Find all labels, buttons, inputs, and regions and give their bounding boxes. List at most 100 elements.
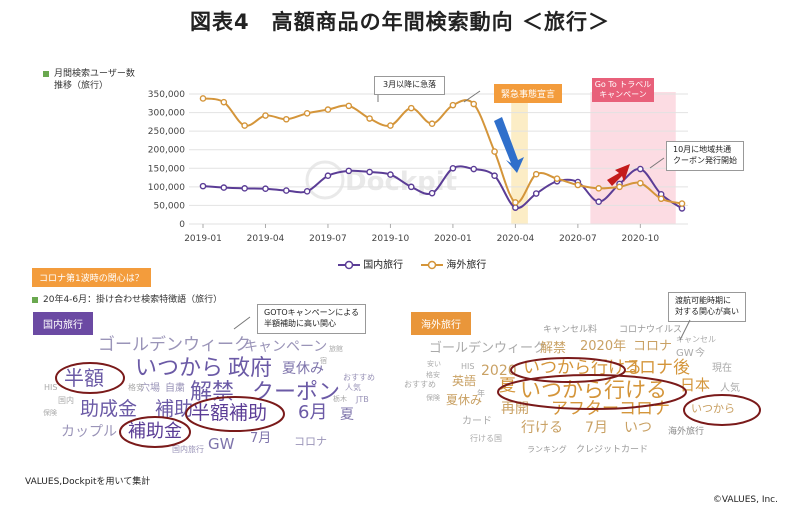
- up-arrow-icon: [607, 164, 630, 186]
- data-point: [470, 165, 478, 173]
- cloud-word: カード: [462, 416, 492, 427]
- cloud-word: 行ける: [521, 420, 563, 436]
- cloud-word: HIS: [44, 383, 58, 392]
- cloud-word: 2020: [481, 363, 517, 379]
- annotation-pointer: [463, 90, 481, 103]
- legend-overseas-label: 海外旅行: [446, 260, 487, 271]
- data-point: [532, 190, 540, 197]
- highlight-ellipse: [119, 416, 191, 448]
- data-point: [262, 185, 269, 193]
- cloud-word: キャンペーン: [244, 339, 328, 355]
- data-point: [303, 188, 311, 195]
- data-point: [616, 183, 623, 191]
- cloud-word: 栃木: [333, 395, 347, 403]
- cloud-word: 夏休み: [446, 393, 483, 407]
- cloud-word: キャンセル: [676, 335, 716, 344]
- legend-overseas: 海外旅行: [421, 256, 486, 271]
- cloud-word: いつから行ける: [520, 378, 667, 402]
- cloud-word: 安い: [427, 360, 441, 368]
- cloud-word: ランキング: [527, 445, 567, 454]
- y-tick-label: 50,000: [154, 201, 186, 211]
- data-point: [595, 185, 602, 192]
- y-axis-label-line1: 月間検索ユーザー数: [54, 69, 135, 79]
- cloud-word: 夏休み: [282, 361, 324, 377]
- cloud-word: 人気: [345, 383, 361, 392]
- annotation-emergency: 緊急事態宣言: [494, 84, 563, 103]
- domestic-note: GOTOキャンペーンによる 半額補助に高い関心: [257, 304, 367, 334]
- note-pointer: [233, 316, 251, 330]
- cloud-word: 半額: [64, 366, 104, 390]
- data-point: [324, 106, 332, 113]
- data-point: [637, 165, 644, 173]
- data-point: [366, 115, 373, 122]
- cloud-word: いつから: [691, 402, 735, 415]
- cloud-word: おすすめ: [343, 373, 375, 382]
- y-tick-label: 250,000: [148, 127, 185, 137]
- data-point: [262, 112, 269, 119]
- annotation-goto-line2: キャンペーン: [599, 90, 647, 99]
- data-point: [428, 120, 436, 128]
- cloud-word: 現在: [712, 363, 732, 374]
- data-point: [303, 110, 311, 117]
- overseas-note-line2: 対する関心が高い: [675, 306, 739, 316]
- data-point: [241, 185, 248, 192]
- cloud-word: ゴールデンウィーク: [98, 335, 251, 355]
- x-tick-label: 2019-04: [247, 234, 285, 244]
- data-point: [241, 122, 248, 129]
- cloud-word: HIS: [461, 362, 475, 371]
- data-point: [199, 182, 207, 190]
- data-point: [449, 101, 457, 109]
- highlight-ellipse: [55, 362, 125, 394]
- annotation-pointer: [649, 157, 665, 169]
- y-tick-label: 150,000: [148, 164, 185, 174]
- overseas-note: 渡航可能時期に 対する関心が高い: [668, 292, 746, 322]
- cloud-word: ゴールデンウィーク: [429, 341, 547, 356]
- data-point: [387, 122, 394, 129]
- x-tick-label: 2020-04: [497, 234, 535, 244]
- cloud-word: 行ける国: [470, 434, 502, 443]
- cloud-word: 2020年: [580, 339, 627, 354]
- cloud-word: GW: [676, 348, 694, 359]
- chart-legend: 国内旅行 海外旅行: [338, 256, 486, 271]
- cloud-word: キャンセル料: [543, 325, 598, 335]
- note-pointer: [679, 319, 691, 341]
- legend-domestic: 国内旅行: [338, 256, 403, 271]
- data-point: [470, 100, 478, 108]
- cloud-word: 海外旅行: [668, 427, 705, 437]
- annotation-coupon-line2: クーポン発行開始: [673, 155, 737, 165]
- data-point: [220, 184, 228, 191]
- domestic-note-line2: 半額補助に高い関心: [264, 318, 336, 328]
- cloud-word: 国内: [58, 396, 74, 405]
- cloud-word: 保険: [43, 409, 57, 417]
- cloud-word: カップル: [61, 424, 117, 440]
- x-tick-label: 2020-10: [622, 234, 660, 244]
- cloud-word: コロナ: [633, 339, 673, 354]
- cloud-word: 人気: [720, 383, 740, 394]
- period-note: 20年4-6月：掛け合わせ検索特徴語（旅行）: [32, 292, 222, 305]
- data-point: [678, 200, 686, 207]
- highlight-ellipse: [510, 357, 626, 383]
- data-point: [220, 98, 228, 106]
- data-point: [387, 171, 394, 178]
- data-point: [491, 172, 498, 180]
- y-tick-label: 100,000: [148, 183, 185, 193]
- cloud-word: いつから: [135, 356, 224, 381]
- data-point: [324, 172, 332, 180]
- cloud-word: 穴場: [140, 383, 160, 394]
- legend-square-icon: [32, 296, 38, 303]
- data-point: [199, 95, 207, 102]
- y-axis-label-line2: 推移（旅行）: [54, 81, 109, 92]
- y-axis-label: 月間検索ユーザー数 推移（旅行）: [43, 68, 135, 92]
- cloud-word: 年: [477, 389, 485, 398]
- y-tick-label: 200,000: [148, 146, 185, 156]
- cloud-word: 再開: [501, 401, 529, 417]
- cloud-word: 旅館: [329, 345, 343, 353]
- domestic-note-line1: GOTOキャンペーンによる: [264, 308, 360, 317]
- highlight-ellipse: [185, 396, 285, 432]
- cloud-word: 半額補助: [191, 402, 268, 424]
- legend-square-icon: [43, 70, 49, 77]
- cloud-word: 宿: [320, 357, 327, 365]
- cloud-word: 夏: [340, 407, 354, 423]
